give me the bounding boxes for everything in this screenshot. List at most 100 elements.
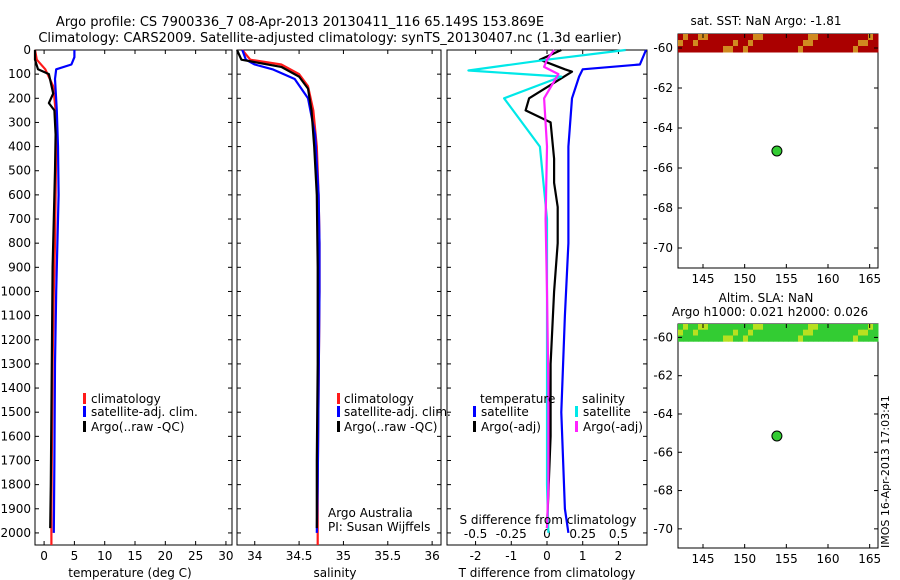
map-data-cell	[728, 46, 734, 53]
map-data-cell	[688, 46, 694, 53]
x2-tick-label: 0.25	[569, 527, 596, 541]
map-x-tick-label: 145	[692, 272, 715, 286]
map-data-cell	[748, 46, 754, 53]
map-data-cell	[868, 40, 874, 47]
map-data-cell	[803, 324, 809, 331]
map-data-cell	[848, 329, 854, 336]
x-tick-label: 15	[127, 549, 142, 563]
map-data-cell	[693, 34, 699, 41]
map-data-cell	[863, 46, 869, 53]
map-data-cell	[778, 40, 784, 47]
map-data-cell	[813, 34, 819, 41]
map-x-tick-label: 165	[858, 272, 881, 286]
map-data-cell	[773, 46, 779, 53]
map-data-cell	[848, 34, 854, 41]
x-tick-label: 20	[158, 549, 173, 563]
legend-swatch-climatology	[83, 393, 86, 404]
sst-map-panel: sat. SST: NaN Argo: -1.81 -60 -62 -64 -66 -6…	[653, 14, 881, 286]
x2-tick-label: -0.25	[496, 527, 527, 541]
map-data-cell	[763, 34, 769, 41]
map-data-cell	[813, 40, 819, 47]
map-data-cell	[763, 46, 769, 53]
map-data-cell	[783, 46, 789, 53]
map-data-cell	[798, 329, 804, 336]
map-data-cell	[683, 34, 689, 41]
map-data-cell	[868, 335, 874, 342]
temperature-xlabel: temperature (deg C)	[68, 566, 191, 580]
sst-map-title: sat. SST: NaN Argo: -1.81	[691, 14, 842, 28]
map-data-cell	[778, 335, 784, 342]
map-data-cell	[683, 335, 689, 342]
map-data-cell	[828, 34, 834, 41]
map-data-cell	[868, 34, 874, 41]
series-line-temperature-argo-adj-	[524, 48, 574, 529]
map-data-cell	[723, 335, 729, 342]
map-data-cell	[718, 324, 724, 331]
map-data-cell	[713, 40, 719, 47]
y-tick-label: 900	[8, 260, 31, 274]
difference-xlabel: T difference from climatology	[458, 566, 636, 580]
map-data-cell	[693, 329, 699, 336]
map-data-cell	[763, 40, 769, 47]
map-data-cell	[708, 335, 714, 342]
map-x-tick-label: 160	[817, 272, 840, 286]
map-data-cell	[868, 324, 874, 331]
map-data-cell	[708, 34, 714, 41]
map-data-cell	[773, 329, 779, 336]
map-data-cell	[703, 329, 709, 336]
map-data-cell	[818, 335, 824, 342]
map-data-cell	[863, 329, 869, 336]
legend-swatch-s-argo	[575, 421, 578, 432]
map-data-cell	[808, 324, 814, 331]
map-x-tick-label: 160	[817, 552, 840, 566]
map-data-cell	[798, 46, 804, 53]
y-tick-label: 700	[8, 212, 31, 226]
salinity-panel: 34 34.5 35 35.5 36 salinity climatology sate…	[235, 49, 451, 580]
map-data-cell	[768, 46, 774, 53]
map-data-cell	[868, 329, 874, 336]
map-data-cell	[733, 324, 739, 331]
y-tick-label: 1500	[0, 405, 31, 419]
map-data-cell	[858, 46, 864, 53]
map-data-cell	[833, 40, 839, 47]
map-data-cell	[768, 324, 774, 331]
map-data-cell	[813, 335, 819, 342]
legend-label-s-argo: Argo(-adj)	[583, 420, 643, 434]
map-data-cell	[838, 329, 844, 336]
map-data-cell	[768, 335, 774, 342]
map-data-cell	[843, 34, 849, 41]
map-data-cell	[753, 329, 759, 336]
temperature-panel: 0100200300400500600700800900100011001200…	[0, 43, 233, 580]
x-tick-label: 25	[188, 549, 203, 563]
map-data-cell	[818, 46, 824, 53]
map-data-cell	[863, 40, 869, 47]
map-data-cell	[728, 34, 734, 41]
imos-timestamp-stamp: IMOS 16-Apr-2013 17:03:41	[879, 395, 892, 548]
map-data-cell	[813, 324, 819, 331]
map-data-cell	[743, 34, 749, 41]
map-data-cell	[823, 329, 829, 336]
map-data-cell	[688, 40, 694, 47]
map-data-cell	[813, 46, 819, 53]
series-line-salinity-argo-adj-	[542, 49, 560, 529]
map-data-cell	[758, 329, 764, 336]
map-data-cell	[708, 324, 714, 331]
map-data-cell	[758, 46, 764, 53]
map-data-cell	[858, 324, 864, 331]
map-data-cell	[853, 335, 859, 342]
map-data-cell	[823, 335, 829, 342]
legend-title-temperature: temperature	[480, 392, 555, 406]
map-data-cell	[718, 329, 724, 336]
x-tick-label: 0	[40, 549, 48, 563]
y-tick-label: 1000	[0, 284, 31, 298]
y-tick-label: 1700	[0, 453, 31, 467]
sla-map-title-line1: Altim. SLA: NaN	[719, 291, 814, 305]
y-tick-label: 1200	[0, 333, 31, 347]
map-data-cell	[793, 329, 799, 336]
map-data-cell	[728, 329, 734, 336]
map-data-cell	[748, 324, 754, 331]
map-data-cell	[818, 34, 824, 41]
map-data-cell	[853, 329, 859, 336]
x-tick-label: 2	[615, 549, 623, 563]
map-data-cell	[793, 335, 799, 342]
